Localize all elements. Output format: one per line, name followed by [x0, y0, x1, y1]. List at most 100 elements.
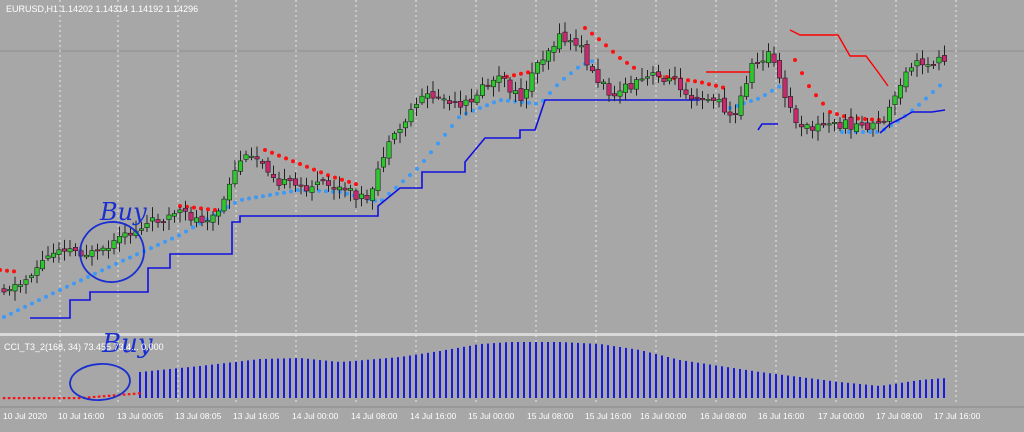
- candle: [793, 108, 799, 124]
- candle: [716, 99, 722, 103]
- histogram-bar: [493, 343, 495, 398]
- time-axis-tick: 17 Jul 00:00: [818, 411, 865, 421]
- histogram-bar: [535, 342, 537, 398]
- candle: [150, 217, 156, 222]
- histogram-bar: [505, 342, 507, 398]
- candle: [617, 90, 623, 97]
- histogram-bar: [145, 371, 147, 398]
- histogram-bar: [319, 360, 321, 398]
- candle: [221, 198, 227, 212]
- histogram-bar: [565, 342, 567, 398]
- histogram-bar: [367, 359, 369, 398]
- candle: [227, 183, 233, 201]
- histogram-bar: [685, 360, 687, 398]
- trailing-stop-dot: [499, 98, 503, 103]
- candle: [303, 185, 309, 192]
- symbol-label: EURUSD,H1 1.14202 1.14314 1.14192 1.1429…: [6, 4, 199, 14]
- candle: [111, 240, 117, 249]
- trailing-stop-dot: [284, 156, 288, 161]
- candle: [540, 59, 546, 65]
- trailing-stop-dot: [5, 268, 9, 273]
- trailing-stop-dot: [492, 100, 496, 105]
- candle: [606, 83, 612, 96]
- candle: [397, 129, 403, 134]
- resistance-stop-line: [789, 29, 889, 87]
- histogram-dot: [107, 394, 111, 397]
- candle: [391, 133, 397, 140]
- candle: [738, 95, 744, 116]
- trailing-stop-dot: [312, 167, 316, 172]
- histogram-bar: [607, 345, 609, 398]
- candle: [485, 84, 491, 87]
- trailing-stop-dot: [100, 268, 104, 273]
- trailing-stop-dot: [37, 298, 41, 303]
- histogram-dot: [2, 397, 6, 400]
- candle: [166, 214, 172, 220]
- trailing-stop-dot: [763, 93, 767, 97]
- trailing-stop-dot: [917, 102, 921, 107]
- histogram-bar: [457, 347, 459, 398]
- candle: [529, 72, 535, 92]
- trailing-stop-dot: [12, 269, 16, 274]
- trailing-stop-dot: [163, 239, 167, 244]
- candle: [936, 56, 942, 64]
- histogram-bar: [355, 360, 357, 398]
- trailing-stop-dot: [192, 205, 196, 210]
- trailing-stop-dot: [270, 150, 274, 155]
- candle: [611, 93, 617, 97]
- histogram-bar: [877, 385, 879, 398]
- histogram-bar: [241, 361, 243, 398]
- candle: [353, 190, 359, 200]
- trailing-stop-dot: [128, 255, 132, 260]
- candle: [314, 181, 320, 186]
- histogram-bar: [919, 380, 921, 398]
- annotation-circle: [79, 221, 145, 283]
- histogram-bar: [703, 363, 705, 398]
- histogram-bar: [361, 360, 363, 398]
- trailing-stop-dot: [863, 117, 867, 121]
- trailing-stop-dot: [422, 159, 426, 163]
- trailing-stop-dot: [756, 96, 760, 101]
- histogram-bar: [577, 342, 579, 398]
- candle: [139, 228, 145, 231]
- histogram-bar: [853, 383, 855, 398]
- histogram-bar: [571, 342, 573, 398]
- buy-annotation-text: Buy: [101, 329, 153, 359]
- histogram-bar: [751, 370, 753, 398]
- time-axis-tick: 15 Jul 08:00: [527, 411, 574, 421]
- candle: [117, 236, 123, 244]
- trailing-stop-dot: [840, 130, 844, 134]
- candle: [622, 83, 628, 93]
- trailing-stop-dot: [450, 124, 454, 128]
- histogram-bar: [805, 377, 807, 399]
- candle: [754, 62, 760, 64]
- trailing-stop-dot: [206, 207, 210, 212]
- support-stop-line: [879, 109, 946, 134]
- trailing-stop-dot: [277, 153, 281, 158]
- time-axis-tick: 10 Jul 2020: [3, 411, 47, 421]
- histogram-bar: [253, 359, 255, 398]
- histogram-bar: [901, 382, 903, 398]
- histogram-bar: [847, 382, 849, 398]
- histogram-bar: [781, 374, 783, 399]
- candle: [826, 123, 832, 126]
- histogram-bar: [415, 354, 417, 398]
- trailing-stop-dot: [527, 100, 531, 105]
- candle: [23, 279, 29, 285]
- histogram-bar: [409, 355, 411, 398]
- trailing-stop-dot: [618, 56, 622, 60]
- panel-separator: [0, 333, 1024, 336]
- time-axis-tick: 16 Jul 00:00: [640, 411, 687, 421]
- histogram-bar: [697, 362, 699, 398]
- histogram-bar: [775, 374, 777, 398]
- candle: [413, 104, 419, 109]
- histogram-bar: [601, 344, 603, 398]
- trailing-stop-dot: [814, 93, 818, 98]
- histogram-bar: [139, 372, 141, 398]
- candle: [216, 210, 222, 217]
- histogram-bar: [883, 385, 885, 398]
- histogram-bar: [385, 358, 387, 398]
- trailing-stop-dot: [149, 246, 153, 251]
- trailing-stop-dot: [2, 315, 6, 319]
